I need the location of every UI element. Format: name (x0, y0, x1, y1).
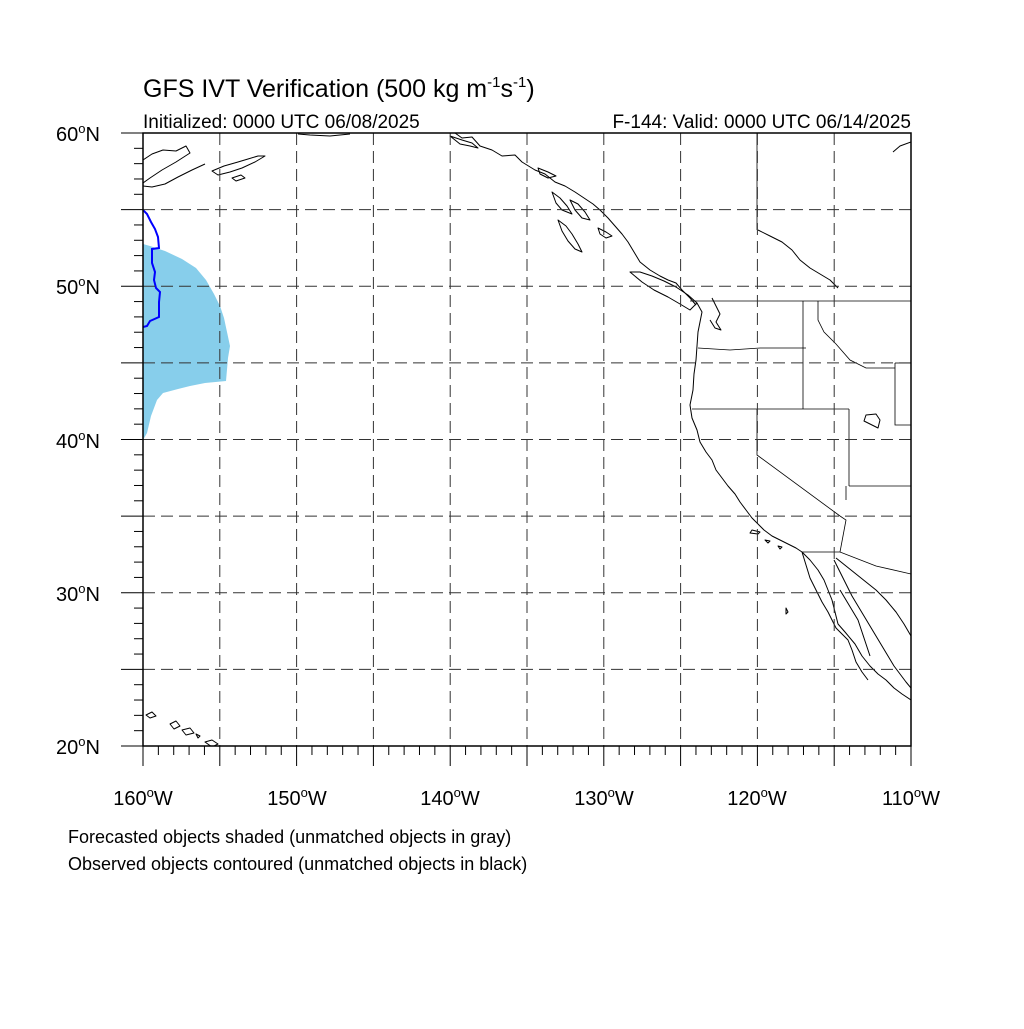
latitude-labels: 60oN 50oN 40oN 30oN 20oN (56, 121, 100, 759)
caption-observed: Observed objects contoured (unmatched ob… (68, 854, 527, 874)
lat-label-40: 40oN (56, 428, 100, 453)
valid-label: F-144: Valid: 0000 UTC 06/14/2025 (612, 112, 911, 133)
gridlines (143, 133, 911, 746)
title-end: ) (526, 75, 534, 103)
lon-label-160: 160oW (113, 785, 173, 810)
figure-title: GFS IVT Verification (500 kg m-1s-1) (143, 74, 535, 103)
longitude-labels: 160oW 150oW 140oW 130oW 120oW 110oW (113, 785, 940, 810)
lon-label-150: 150oW (267, 785, 327, 810)
title-mid: s (500, 75, 513, 103)
title-sup1: -1 (487, 74, 500, 91)
lon-label-120: 120oW (727, 785, 787, 810)
lat-label-60: 60oN (56, 121, 100, 146)
initialized-label: Initialized: 0000 UTC 06/08/2025 (143, 112, 420, 133)
lon-label-110: 110oW (882, 785, 940, 810)
observed-ivt-contour (143, 209, 162, 328)
title-sup2: -1 (513, 74, 526, 91)
forecast-ivt-object (143, 244, 230, 440)
lon-label-130: 130oW (574, 785, 634, 810)
political-borders (690, 133, 911, 575)
caption-forecast: Forecasted objects shaded (unmatched obj… (68, 827, 511, 847)
lon-label-140: 140oW (420, 785, 480, 810)
observed-object-layer (143, 209, 162, 328)
lat-label-50: 50oN (56, 274, 100, 299)
lat-label-20: 20oN (56, 734, 100, 759)
axis-ticks (121, 132, 912, 766)
lat-label-30: 30oN (56, 581, 100, 606)
title-main: GFS IVT Verification (500 kg m (143, 75, 487, 103)
forecast-object-layer (143, 244, 230, 440)
